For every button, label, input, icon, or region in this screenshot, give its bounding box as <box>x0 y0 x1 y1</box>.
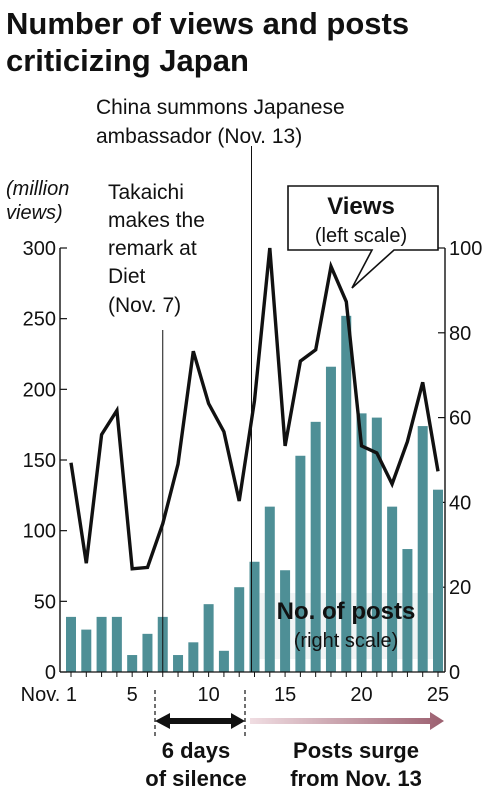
posts-bar <box>81 629 92 672</box>
silence-label-line1: 6 days <box>162 738 231 763</box>
chart-title-line2: criticizing Japan <box>6 43 249 78</box>
posts-bar <box>280 570 291 672</box>
surge-label-line2: from Nov. 13 <box>290 766 422 791</box>
left-axis-unit-line2: views) <box>6 202 63 224</box>
views-label: Views <box>327 193 395 220</box>
right-tick-label: 0 <box>449 662 460 684</box>
x-tick-label: Nov. 1 <box>21 684 77 706</box>
posts-bar <box>325 366 336 672</box>
left-tick-label: 150 <box>23 450 56 472</box>
left-axis-unit-line1: (million <box>6 178 69 200</box>
posts-bar <box>173 655 184 672</box>
x-tick-label: 25 <box>427 684 449 706</box>
posts-scale-label: (right scale) <box>294 630 398 652</box>
posts-bar <box>203 604 214 672</box>
posts-bar <box>111 616 122 672</box>
annotation-china-line1: China summons Japanese <box>96 96 345 119</box>
chart-title-line1: Number of views and posts <box>6 6 409 41</box>
posts-bar <box>66 616 76 672</box>
views-line-group <box>69 247 440 571</box>
annotation-takaichi-line5: (Nov. 7) <box>108 294 181 317</box>
x-tick-label: 20 <box>350 684 372 706</box>
posts-bar <box>264 506 275 672</box>
posts-bar <box>371 417 382 672</box>
left-tick-label: 100 <box>23 521 56 543</box>
posts-bar <box>96 616 107 672</box>
left-tick-label: 0 <box>45 662 56 684</box>
posts-bar <box>356 413 367 672</box>
posts-label: No. of posts <box>277 598 416 625</box>
posts-bar <box>127 655 138 672</box>
left-axis-ticks: 0 50 100 150 200 250 300 <box>23 238 67 684</box>
posts-bar <box>188 642 199 672</box>
right-tick-label: 40 <box>449 492 471 514</box>
posts-bar <box>234 587 245 672</box>
posts-bar <box>218 650 229 672</box>
left-tick-label: 200 <box>23 379 56 401</box>
posts-bar <box>417 426 428 672</box>
annotation-china-line2: ambassador (Nov. 13) <box>96 125 302 148</box>
x-tick-label: 5 <box>127 684 138 706</box>
views-callout-bubble <box>287 185 439 289</box>
posts-bar <box>341 315 352 672</box>
right-tick-label: 20 <box>449 577 471 599</box>
x-tick-label: 10 <box>198 684 220 706</box>
posts-bars <box>66 315 443 672</box>
posts-bar <box>249 561 260 672</box>
right-tick-label: 60 <box>449 408 471 430</box>
annotation-takaichi-line2: makes the <box>108 209 205 232</box>
annotation-takaichi-line4: Diet <box>108 265 146 288</box>
posts-bar <box>402 549 413 672</box>
posts-bar <box>433 489 443 672</box>
surge-arrow <box>250 712 444 730</box>
x-axis-ticks: Nov. 1 5 10 15 20 25 <box>21 672 449 706</box>
left-tick-label: 50 <box>34 591 56 613</box>
silence-label-line2: of silence <box>145 766 246 791</box>
right-tick-label: 100 <box>449 238 482 260</box>
posts-bar <box>387 506 398 672</box>
posts-bar <box>142 633 153 672</box>
x-tick-label: 15 <box>274 684 296 706</box>
views-scale-label: (left scale) <box>315 225 407 247</box>
surge-label-line1: Posts surge <box>293 738 419 763</box>
left-tick-label: 250 <box>23 309 56 331</box>
silence-double-arrow <box>155 713 245 729</box>
left-tick-label: 300 <box>23 238 56 260</box>
posts-bar <box>310 421 321 672</box>
right-axis-ticks: 0 20 40 60 80 100 <box>438 238 482 684</box>
annotation-takaichi-line3: remark at <box>108 237 197 260</box>
posts-bar <box>295 455 306 672</box>
right-tick-label: 80 <box>449 323 471 345</box>
annotation-takaichi-line1: Takaichi <box>108 181 184 204</box>
